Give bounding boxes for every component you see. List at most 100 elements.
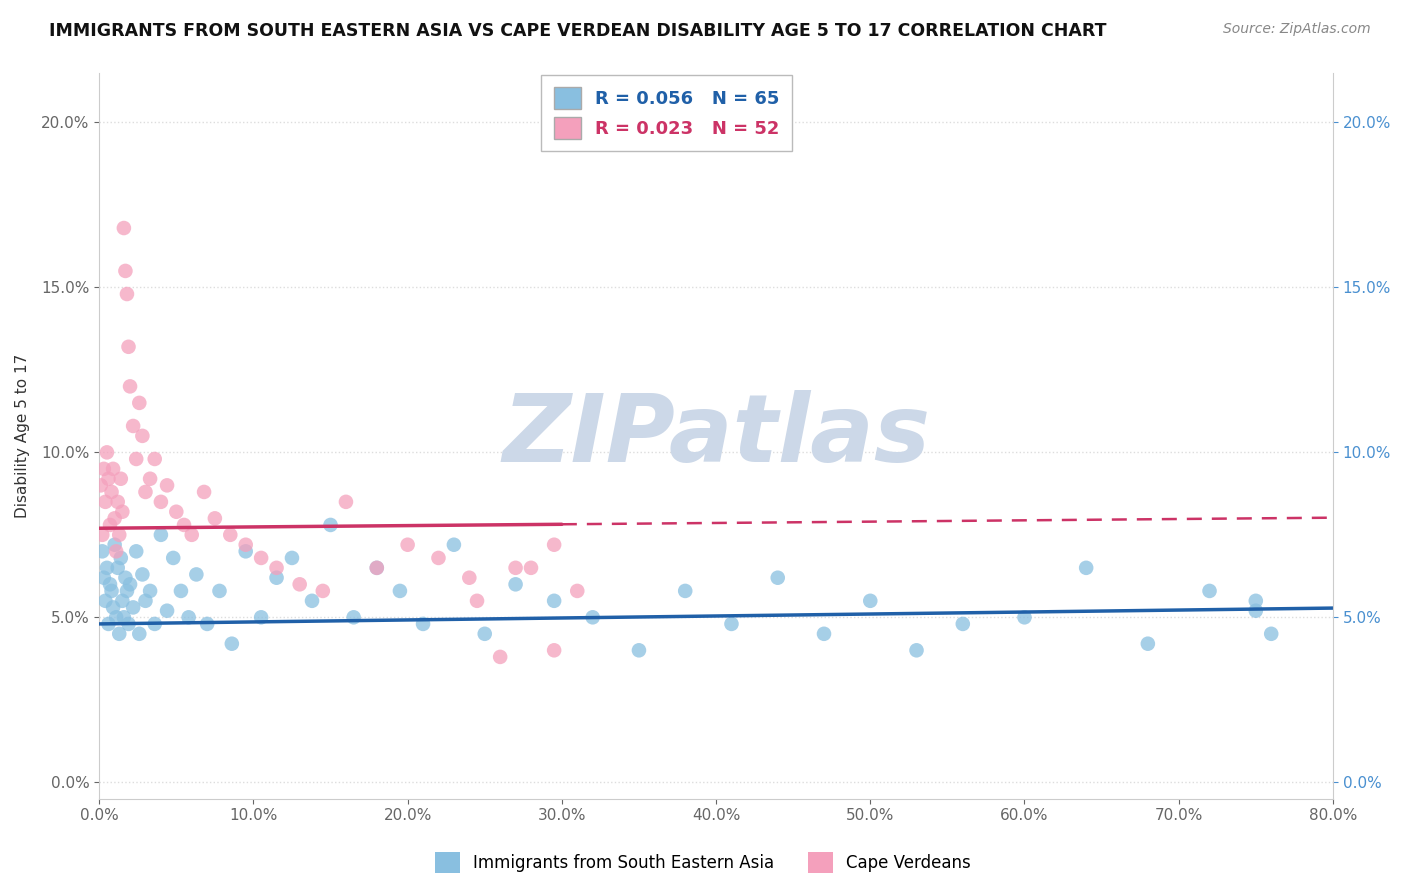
Legend: Immigrants from South Eastern Asia, Cape Verdeans: Immigrants from South Eastern Asia, Cape… [429,846,977,880]
Point [98,577,121,591]
Point [114,264,136,278]
Point [139,583,162,598]
Point [139,472,162,486]
Point [165,505,187,519]
Point [543,538,565,552]
Point [412,616,434,631]
Point [193,485,215,500]
Point [489,649,512,664]
Point [1136,637,1159,651]
Point [366,561,388,575]
Point [250,550,273,565]
Point [91,528,114,542]
Point [104,538,127,552]
Point [458,571,481,585]
Point [1244,594,1267,608]
Point [105,544,128,558]
Point [673,583,696,598]
Point [112,221,135,235]
Point [93,462,115,476]
Point [543,643,565,657]
Point [128,627,150,641]
Point [115,287,138,301]
Point [567,583,589,598]
Point [505,577,527,591]
Point [335,495,357,509]
Point [156,478,179,492]
Point [388,583,411,598]
Point [98,517,121,532]
Point [235,544,257,558]
Point [177,610,200,624]
Point [131,567,153,582]
Point [125,452,148,467]
Point [312,583,335,598]
Point [100,583,122,598]
Point [108,528,131,542]
Point [720,616,742,631]
Point [149,495,172,509]
Point [627,643,650,657]
Point [859,594,882,608]
Point [149,528,172,542]
Point [766,571,789,585]
Point [281,550,304,565]
Point [107,495,129,509]
Legend: R = 0.056   N = 65, R = 0.023   N = 52: R = 0.056 N = 65, R = 0.023 N = 52 [541,75,793,152]
Point [143,616,166,631]
Point [543,594,565,608]
Point [110,472,132,486]
Y-axis label: Disability Age 5 to 17: Disability Age 5 to 17 [15,354,30,518]
Point [115,583,138,598]
Point [100,485,122,500]
Point [266,571,288,585]
Point [219,528,242,542]
Point [343,610,366,624]
Point [474,627,496,641]
Point [110,550,132,565]
Point [108,627,131,641]
Point [204,511,226,525]
Point [1076,561,1098,575]
Point [118,379,141,393]
Point [288,577,311,591]
Point [173,517,195,532]
Point [118,577,141,591]
Point [813,627,835,641]
Point [97,472,120,486]
Point [1260,627,1282,641]
Text: ZIPatlas: ZIPatlas [502,390,931,482]
Point [96,445,118,459]
Point [186,567,208,582]
Point [156,604,179,618]
Point [366,561,388,575]
Point [250,610,273,624]
Point [1014,610,1036,624]
Point [104,511,127,525]
Point [952,616,974,631]
Point [122,600,145,615]
Point [97,616,120,631]
Point [235,538,257,552]
Point [905,643,928,657]
Text: Source: ZipAtlas.com: Source: ZipAtlas.com [1223,22,1371,37]
Point [134,594,156,608]
Point [266,561,288,575]
Point [90,478,112,492]
Point [107,561,129,575]
Point [94,594,117,608]
Point [122,419,145,434]
Point [128,396,150,410]
Text: IMMIGRANTS FROM SOUTH EASTERN ASIA VS CAPE VERDEAN DISABILITY AGE 5 TO 17 CORREL: IMMIGRANTS FROM SOUTH EASTERN ASIA VS CA… [49,22,1107,40]
Point [94,495,117,509]
Point [143,452,166,467]
Point [396,538,419,552]
Point [101,600,124,615]
Point [208,583,231,598]
Point [91,544,114,558]
Point [112,610,135,624]
Point [111,594,134,608]
Point [114,571,136,585]
Point [221,637,243,651]
Point [465,594,488,608]
